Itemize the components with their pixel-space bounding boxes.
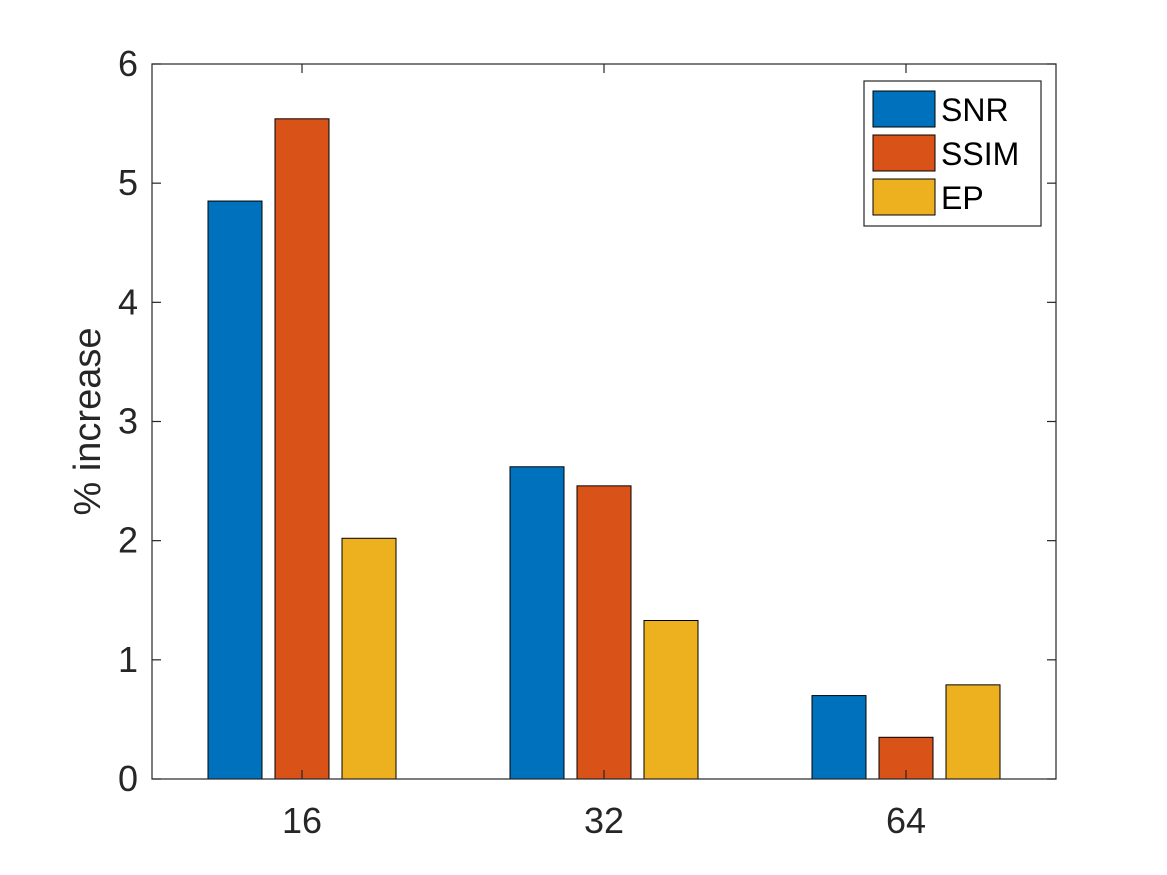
y-tick-label: 6 <box>118 43 138 84</box>
bar-ep-32 <box>643 620 699 780</box>
y-tick-label: 3 <box>118 401 138 442</box>
y-tick-label: 4 <box>118 281 138 322</box>
bar-snr-32 <box>509 466 565 780</box>
bar-snr-16 <box>207 200 263 780</box>
y-tick-label: 5 <box>118 162 138 203</box>
y-tick-label: 2 <box>118 520 138 561</box>
x-tick-label: 64 <box>886 800 926 841</box>
bar-snr-64 <box>811 695 867 780</box>
bar-ssim-16 <box>274 118 330 780</box>
y-tick-label: 0 <box>118 758 138 799</box>
legend-swatch-ep <box>872 178 936 216</box>
legend-label-ep: EP <box>941 180 984 216</box>
ticks-layer <box>152 63 1056 780</box>
y-tick-label: 1 <box>118 639 138 680</box>
bar-ssim-32 <box>576 485 632 780</box>
legend: SNR SSIM EP <box>863 80 1042 227</box>
legend-swatch-snr <box>872 90 936 128</box>
x-tick-labels: 16 32 64 <box>282 800 926 841</box>
y-axis-label: % increase <box>67 328 109 516</box>
x-tick-label: 32 <box>584 800 624 841</box>
y-tick-labels: 0 1 2 3 4 5 6 <box>118 43 138 799</box>
bars-layer <box>207 118 1001 780</box>
legend-swatch-ssim <box>872 134 936 172</box>
bar-ep-64 <box>945 684 1001 780</box>
legend-label-ssim: SSIM <box>941 136 1019 172</box>
bar-ep-16 <box>341 537 397 780</box>
legend-label-snr: SNR <box>941 92 1009 128</box>
x-tick-label: 16 <box>282 800 322 841</box>
